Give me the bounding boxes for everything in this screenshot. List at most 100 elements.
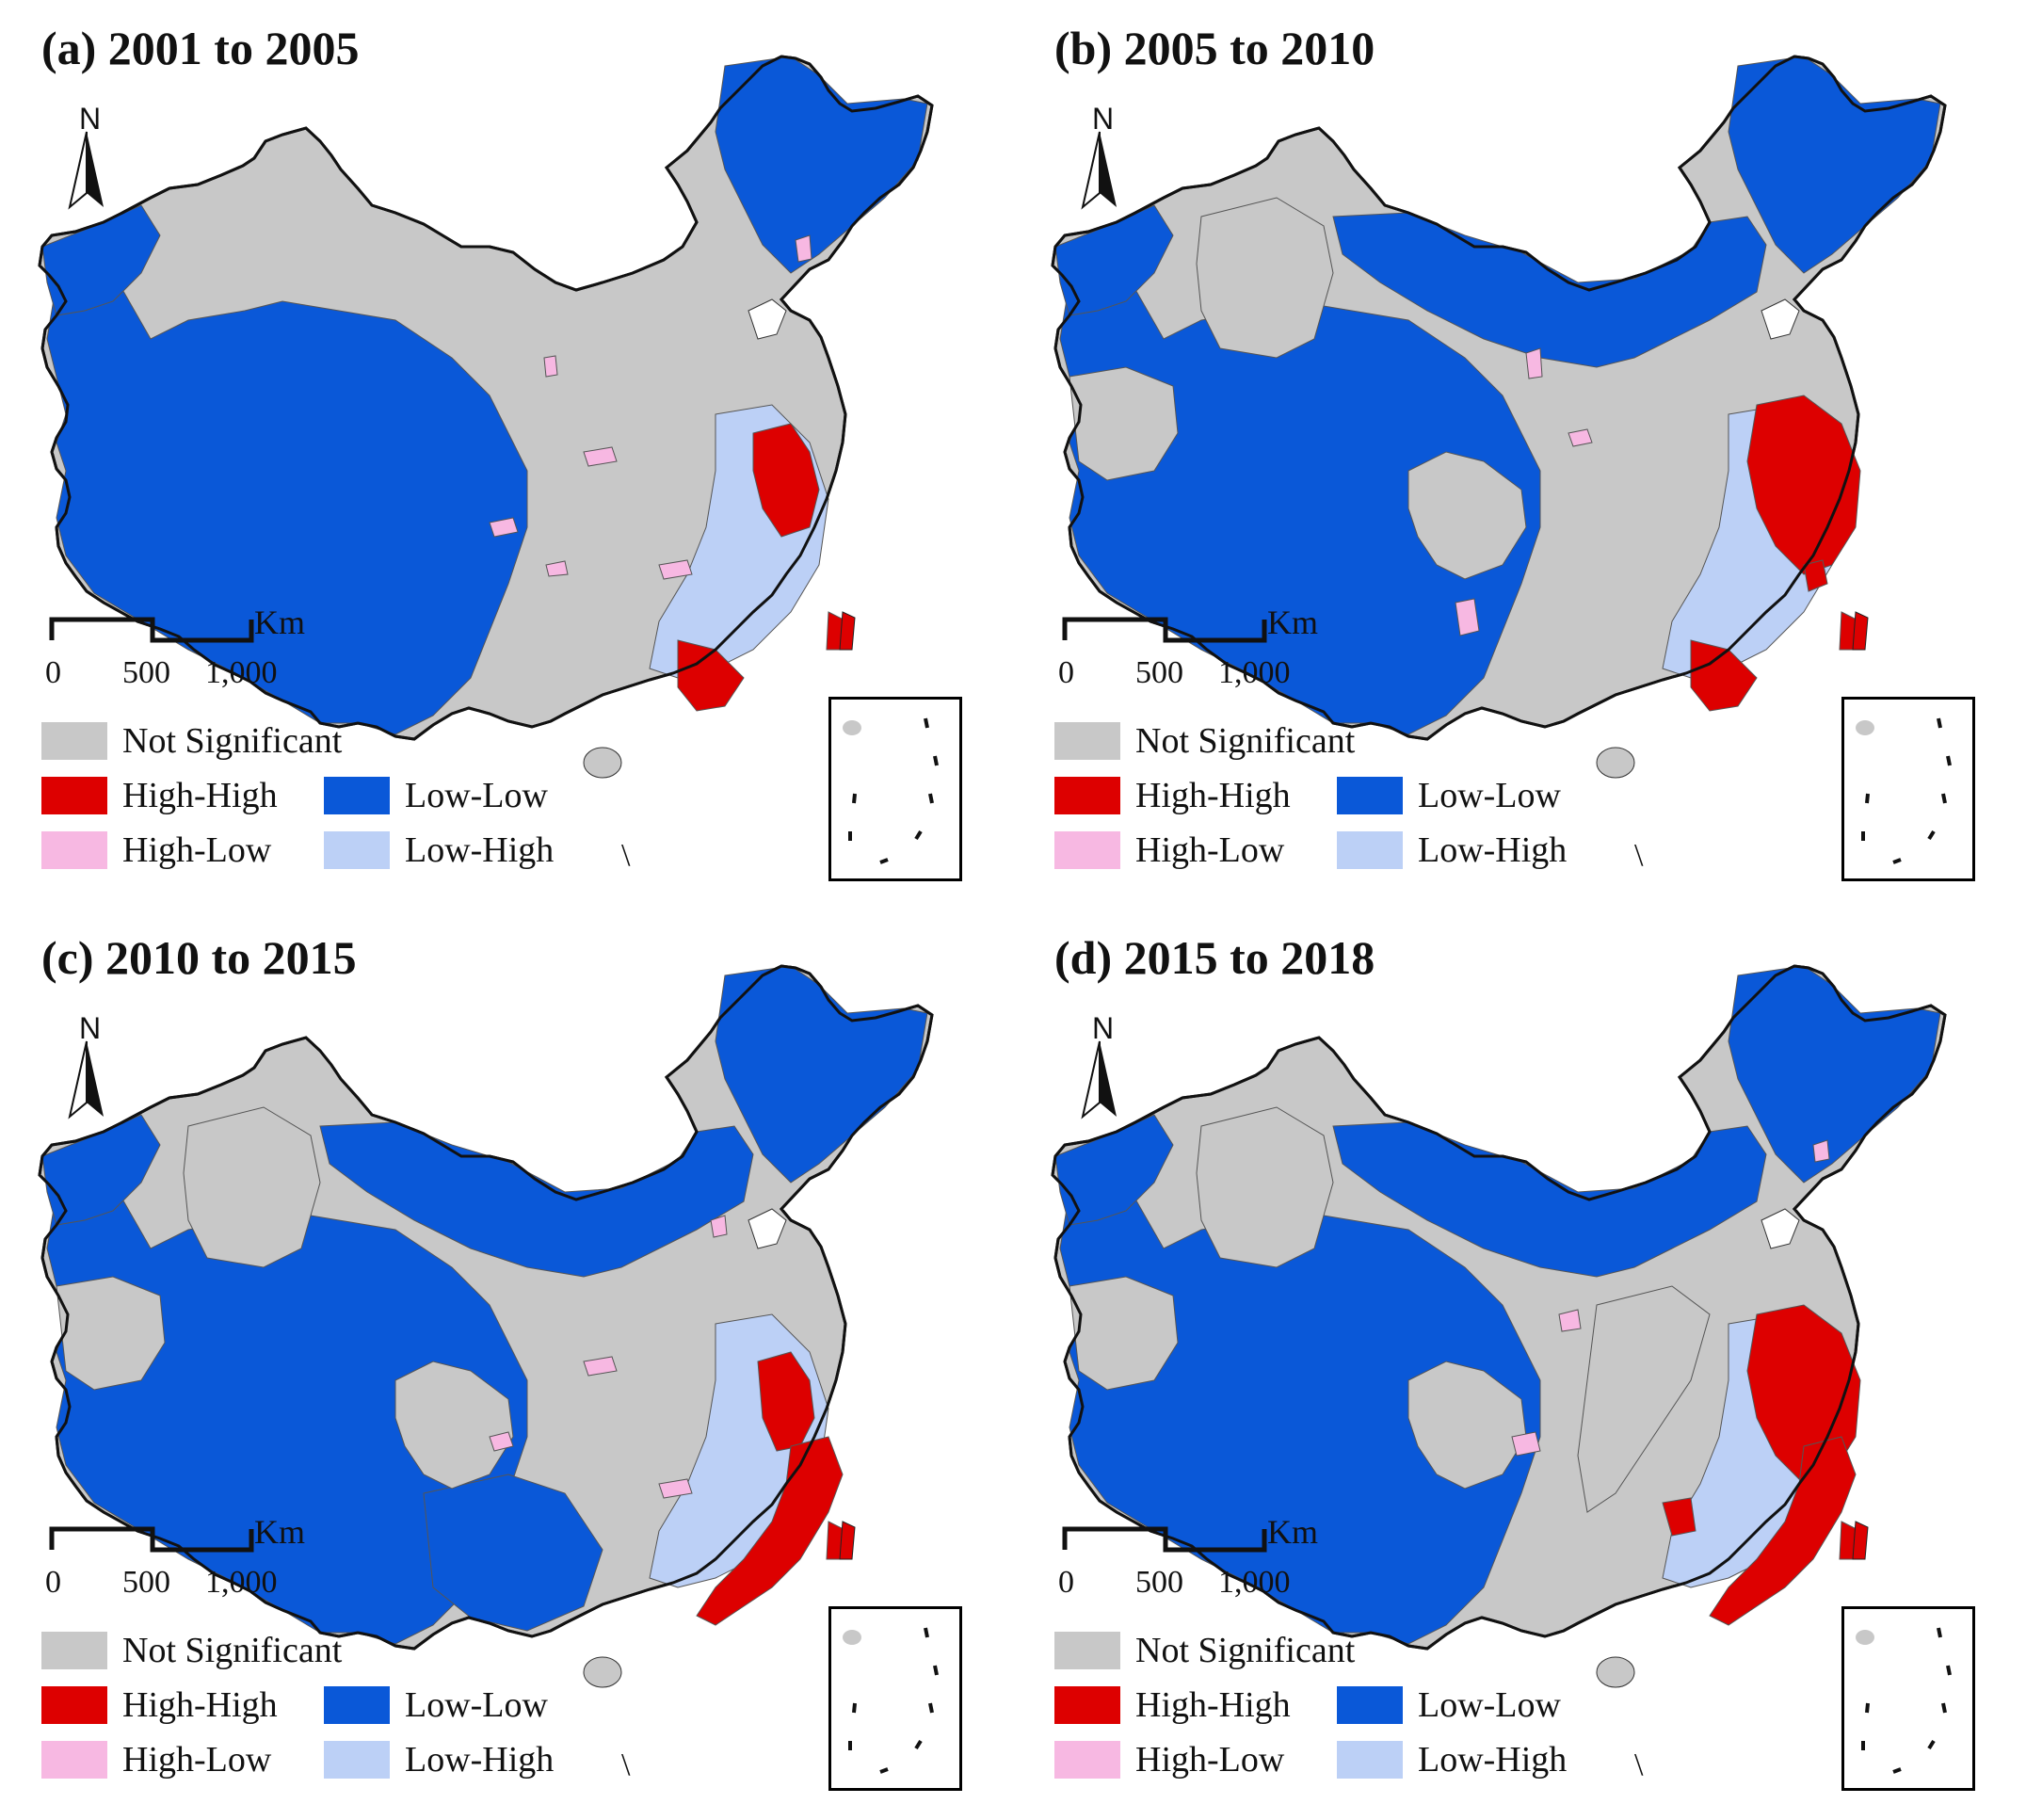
scale-unit: Km [254, 604, 305, 641]
south-china-sea-inset [828, 697, 962, 881]
inset-map [1856, 717, 1952, 864]
north-arrow-icon [68, 1040, 104, 1119]
south-china-sea-inset [828, 1606, 962, 1791]
region-high-low [489, 517, 519, 538]
legend-swatch [1054, 1632, 1120, 1669]
region-http://www.w3.org/2000/svg [183, 1106, 321, 1268]
legend: Not Significant High-High Low-Low High-Low L… [1054, 720, 1619, 880]
scale-tick-label: 0 [45, 655, 61, 690]
scale-bar [1062, 617, 1267, 643]
scale-unit: Km [254, 1513, 305, 1551]
region-high-high [1662, 1497, 1696, 1537]
panel-title: (d) 2015 to 2018 [1054, 931, 1375, 984]
country-border [1051, 55, 1947, 741]
scale-tick-label: 0 [1058, 1565, 1074, 1600]
legend-item-low-high: Low-High [1337, 1739, 1567, 1780]
legend-swatch [1054, 722, 1120, 760]
legend-swatch [1337, 1741, 1403, 1779]
region-high-low [545, 560, 569, 577]
legend-item-not-significant: Not Significant [1054, 720, 1355, 762]
region-high-high [1803, 559, 1828, 592]
china-map [38, 964, 934, 1688]
panel-title: (b) 2005 to 2010 [1054, 22, 1375, 74]
legend-item-high-high: High-High [1054, 775, 1291, 816]
region-http://www.w3.org/2000/svg [1407, 1361, 1527, 1490]
north-label: N [79, 102, 102, 136]
north-label: N [1092, 102, 1115, 136]
south-china-sea-inset [1841, 697, 1975, 881]
legend-item-high-high: High-High [41, 1684, 278, 1726]
legend-item-low-high: Low-High [1337, 829, 1567, 871]
legend-swatch [1054, 777, 1120, 814]
scale-unit: Km [1267, 1513, 1318, 1551]
hainan-island [583, 1656, 622, 1688]
legend-item-high-low: High-Low [1054, 1739, 1284, 1780]
region-high-high [696, 1436, 844, 1626]
region-http://www.w3.org/2000/svg [1407, 451, 1527, 580]
legend-label: Low-Low [405, 1685, 548, 1725]
north-arrow-icon [1081, 131, 1117, 210]
legend-item-high-high: High-High [41, 775, 278, 816]
legend-item-low-high: Low-High [324, 1739, 554, 1780]
china-map [38, 55, 934, 779]
legend-label: Low-Low [1418, 776, 1561, 815]
region-high-high [1746, 395, 1861, 575]
legend-label: Not Significant [122, 1631, 343, 1670]
scale-tick-label: 0 [45, 1565, 61, 1600]
region-low-low [715, 965, 928, 1184]
legend-label: Not Significant [122, 721, 343, 761]
scale-unit: Km [1267, 604, 1318, 641]
region-high-low [658, 1478, 693, 1499]
legend-item-not-significant: Not Significant [41, 1630, 342, 1671]
bohai-sea [748, 1208, 787, 1249]
island-mark: \ [1634, 1748, 1644, 1782]
region-high-low [1525, 347, 1543, 379]
legend-swatch [1054, 831, 1120, 869]
region-low-low [715, 56, 928, 274]
legend-swatch [1337, 1686, 1403, 1724]
taiwan-island [1852, 1521, 1869, 1560]
region-high-low [710, 1215, 728, 1238]
region-http://www.w3.org/2000/svg [1196, 197, 1334, 359]
scale-bar [49, 1526, 254, 1553]
country-border [1051, 964, 1947, 1651]
map-panel: (b) 2005 to 2010 N Km 0 500 1,000 Not Signific… [1013, 0, 2026, 910]
region-http://www.w3.org/2000/svg [1069, 366, 1179, 481]
region-low-low [423, 1474, 603, 1632]
legend-swatch [1054, 1686, 1120, 1724]
legend-swatch [41, 1741, 107, 1779]
legend-item-low-low: Low-Low [324, 1684, 548, 1726]
legend-swatch [324, 831, 390, 869]
region-high-low [795, 234, 812, 263]
legend-item-high-low: High-Low [1054, 829, 1284, 871]
country-border [38, 964, 934, 1651]
map-panel: (d) 2015 to 2018 N Km 0 500 1,000 Not Signific… [1013, 910, 2026, 1819]
inset-map [843, 717, 939, 864]
region-high-low [583, 1356, 618, 1377]
legend-item-high-low: High-Low [41, 829, 271, 871]
region-http://www.w3.org/2000/svg [1577, 1285, 1711, 1513]
legend-swatch [324, 1741, 390, 1779]
legend-swatch [1337, 777, 1403, 814]
region-high-low [658, 559, 693, 580]
legend-label: High-Low [122, 830, 272, 870]
inset-map [843, 1627, 939, 1774]
hainan-island [1596, 1656, 1635, 1688]
panel-title: (c) 2010 to 2015 [41, 931, 357, 984]
region-high-high [1709, 1436, 1857, 1626]
legend-label: Not Significant [1135, 1631, 1356, 1670]
scale-tick-label: 1,000 [205, 655, 278, 690]
legend-label: Low-Low [405, 776, 548, 815]
legend: Not Significant High-High Low-Low High-Low L… [41, 720, 606, 880]
taiwan-island [839, 611, 856, 651]
region-http://www.w3.org/2000/svg [394, 1361, 514, 1490]
legend-label: Low-Low [1418, 1685, 1561, 1725]
legend-item-high-low: High-Low [41, 1739, 271, 1780]
scale-tick-label: 500 [122, 1565, 170, 1600]
legend-swatch [1337, 831, 1403, 869]
taiwan-island [1852, 611, 1869, 651]
island-mark: \ [621, 838, 631, 873]
legend-label: High-High [1135, 1685, 1291, 1725]
bohai-sea [1761, 1208, 1800, 1249]
scale-tick-label: 500 [1135, 655, 1183, 690]
